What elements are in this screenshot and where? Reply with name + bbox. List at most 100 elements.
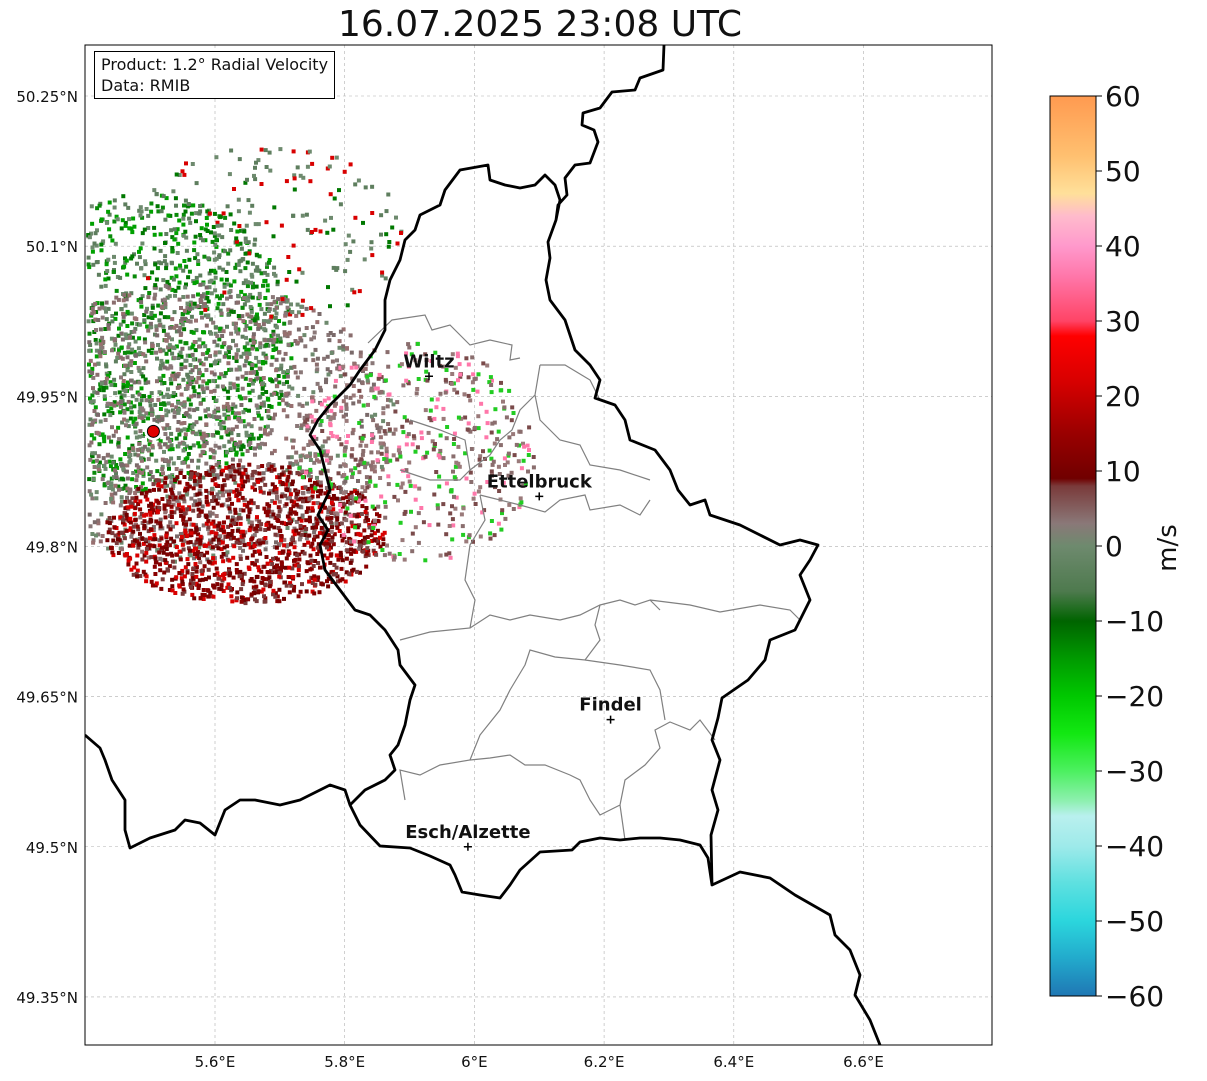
velocity-echo-pixel [241, 465, 246, 470]
velocity-echo-pixel [164, 413, 169, 418]
velocity-echo-pixel [131, 529, 136, 534]
velocity-echo-pixel [239, 477, 244, 482]
velocity-echo-pixel [344, 418, 349, 423]
velocity-echo-pixel [119, 375, 123, 380]
velocity-echo-pixel [209, 291, 214, 296]
velocity-echo-pixel [246, 198, 251, 203]
velocity-echo-pixel [249, 432, 254, 437]
velocity-echo-pixel [273, 532, 278, 537]
velocity-echo-pixel [187, 378, 192, 383]
velocity-echo-pixel [137, 434, 142, 439]
velocity-echo-pixel [191, 294, 196, 299]
velocity-echo-pixel [456, 461, 461, 466]
velocity-echo-pixel [121, 381, 126, 386]
velocity-echo-pixel [318, 388, 323, 393]
velocity-echo-pixel [257, 471, 262, 476]
velocity-echo-pixel [258, 486, 263, 490]
velocity-echo-pixel [286, 455, 291, 460]
velocity-echo-pixel [312, 523, 317, 527]
velocity-echo-pixel [358, 443, 363, 448]
velocity-echo-pixel [170, 491, 175, 496]
velocity-echo-pixel [146, 529, 151, 534]
velocity-echo-pixel [171, 483, 176, 488]
velocity-echo-pixel [326, 584, 331, 589]
velocity-echo-pixel [234, 343, 239, 348]
velocity-echo-pixel [209, 370, 214, 375]
velocity-echo-pixel [256, 565, 261, 570]
velocity-echo-pixel [232, 355, 237, 360]
velocity-echo-pixel [334, 155, 339, 160]
colorbar-gradient [1049, 95, 1097, 997]
velocity-echo-pixel [217, 422, 222, 427]
colorbar-tick-label: 60 [1105, 80, 1141, 113]
velocity-echo-pixel [190, 375, 194, 380]
velocity-echo-pixel [253, 177, 258, 182]
velocity-echo-pixel [127, 491, 132, 495]
velocity-echo-pixel [306, 540, 311, 545]
velocity-echo-pixel [459, 512, 464, 517]
velocity-echo-pixel [194, 280, 199, 285]
velocity-echo-pixel [214, 473, 219, 478]
velocity-echo-pixel [356, 178, 361, 183]
velocity-echo-pixel [435, 506, 440, 511]
velocity-echo-pixel [364, 564, 369, 569]
velocity-echo-pixel [194, 211, 199, 216]
velocity-echo-pixel [246, 382, 251, 387]
velocity-echo-pixel [194, 219, 198, 224]
velocity-echo-pixel [419, 436, 424, 441]
velocity-echo-pixel [102, 396, 107, 401]
velocity-echo-pixel [160, 464, 165, 469]
velocity-echo-pixel [338, 464, 343, 469]
velocity-echo-pixel [298, 523, 303, 528]
velocity-echo-pixel [136, 465, 141, 470]
velocity-echo-pixel [150, 583, 155, 588]
velocity-echo-pixel [150, 303, 155, 308]
velocity-echo-pixel [493, 407, 498, 412]
velocity-echo-pixel [226, 416, 231, 421]
velocity-echo-pixel [236, 483, 241, 488]
velocity-echo-pixel [181, 496, 186, 501]
velocity-echo-pixel [362, 257, 367, 262]
velocity-echo-pixel [186, 397, 191, 402]
velocity-echo-pixel [177, 352, 182, 357]
velocity-echo-pixel [328, 331, 333, 335]
velocity-echo-pixel [183, 341, 188, 346]
velocity-echo-pixel [318, 422, 323, 427]
velocity-echo-pixel [294, 528, 299, 533]
velocity-echo-pixel [359, 438, 364, 443]
velocity-echo-pixel [230, 599, 235, 604]
velocity-echo-pixel [399, 362, 404, 367]
velocity-echo-pixel [258, 325, 263, 330]
velocity-echo-pixel [351, 567, 356, 572]
velocity-echo-pixel [361, 496, 366, 501]
velocity-echo-pixel [512, 453, 517, 458]
velocity-echo-pixel [142, 526, 147, 531]
velocity-echo-pixel [114, 214, 119, 219]
velocity-echo-pixel [211, 396, 216, 400]
velocity-echo-pixel [125, 476, 130, 481]
velocity-echo-pixel [373, 483, 378, 488]
velocity-echo-pixel [243, 407, 248, 412]
velocity-echo-pixel [222, 407, 227, 412]
velocity-echo-pixel [323, 527, 328, 532]
velocity-echo-pixel [87, 512, 92, 517]
velocity-echo-pixel [337, 522, 342, 526]
velocity-echo-pixel [461, 532, 466, 537]
velocity-echo-pixel [194, 432, 199, 437]
velocity-echo-pixel [326, 537, 331, 542]
velocity-echo-pixel [126, 562, 131, 567]
velocity-echo-pixel [214, 544, 219, 548]
velocity-echo-pixel [391, 557, 396, 562]
velocity-echo-pixel [254, 355, 259, 360]
velocity-echo-pixel [94, 348, 99, 353]
velocity-echo-pixel [140, 231, 145, 236]
velocity-echo-pixel [119, 226, 124, 231]
velocity-echo-pixel [331, 227, 336, 232]
velocity-echo-pixel [131, 446, 136, 451]
velocity-echo-pixel [261, 490, 266, 495]
velocity-echo-pixel [239, 246, 244, 251]
velocity-echo-pixel [182, 403, 187, 407]
velocity-echo-pixel [156, 397, 161, 402]
velocity-echo-pixel [160, 557, 165, 562]
velocity-echo-pixel [400, 424, 405, 429]
